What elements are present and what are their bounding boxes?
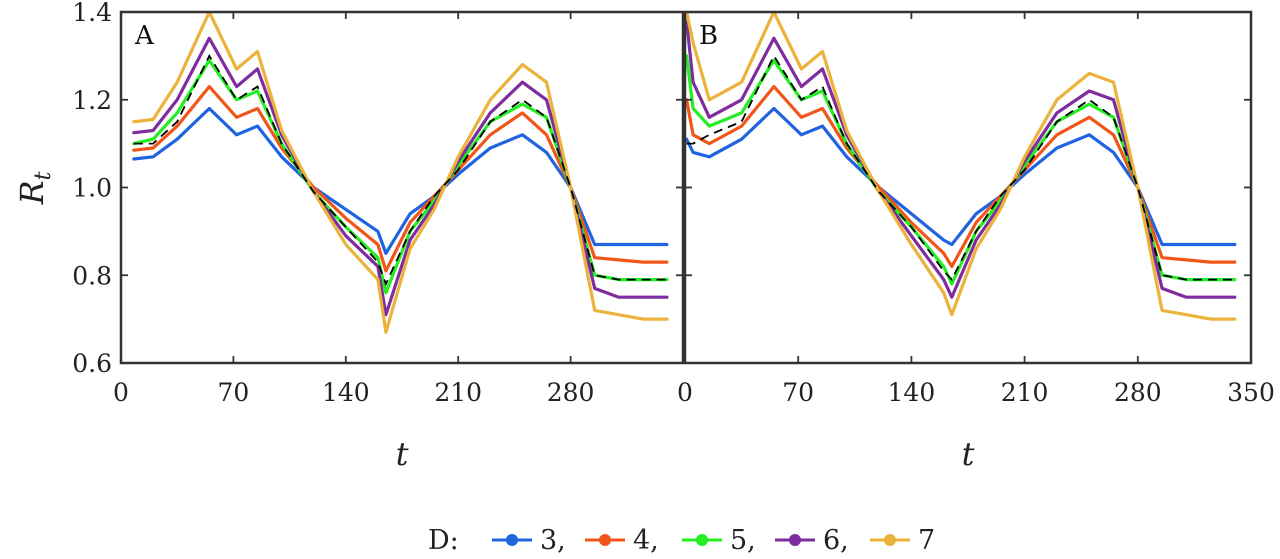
legend-item: 4,	[585, 525, 659, 556]
x-tick-label: 0	[113, 378, 129, 407]
reference-line	[686, 54, 1235, 282]
legend-marker	[789, 534, 801, 546]
y-tick-label: 0.8	[72, 261, 112, 290]
panel-label: A	[134, 21, 155, 51]
y-axis-label-main: R	[13, 180, 51, 205]
x-tick-label: 140	[888, 378, 936, 407]
legend-label: 5,	[730, 525, 756, 556]
legend-label: 4,	[633, 525, 659, 556]
x-tick-label: 350	[1227, 378, 1275, 407]
legend-label: 6,	[823, 525, 849, 556]
series-group	[132, 12, 669, 334]
x-tick-label: 70	[217, 378, 249, 407]
y-axis-label: Rt	[13, 171, 56, 205]
y-tick-label: 1.0	[72, 174, 112, 203]
legend-label: 3,	[540, 525, 566, 556]
x-tick-label: 140	[322, 378, 370, 407]
x-tick-label: 280	[547, 378, 595, 407]
y-tick-label: 1.4	[72, 0, 112, 27]
legend-marker	[599, 534, 611, 546]
panel-b: 0 70 140 210 280 350 Bt	[677, 10, 1275, 473]
series-line-6	[132, 36, 669, 317]
legend-label: 7	[918, 525, 935, 556]
y-tick-label: 0.6	[72, 349, 112, 378]
x-tick-label: 210	[1001, 378, 1049, 407]
legend-title: D:	[428, 525, 459, 556]
panel-label: B	[699, 21, 718, 51]
x-tick-label: 0	[677, 378, 693, 407]
legend-marker	[506, 534, 518, 546]
legend: D: 3, 4, 5, 6, 7	[428, 525, 935, 556]
series-line-7	[132, 12, 669, 334]
legend-item: 3,	[492, 525, 566, 556]
series-line-4	[132, 84, 669, 273]
legend-item: 5,	[682, 525, 756, 556]
legend-item: 7	[870, 525, 935, 556]
series-line-7	[685, 12, 1237, 321]
x-axis-label: t	[962, 435, 975, 473]
reference-line	[133, 54, 667, 287]
x-tick-label: 280	[1114, 378, 1162, 407]
series-group	[685, 12, 1237, 321]
x-axis-label: t	[396, 435, 409, 473]
x-tick-label: 70	[782, 378, 814, 407]
y-axis-label-sub: t	[31, 171, 56, 180]
legend-marker	[884, 534, 896, 546]
x-tick-label: 210	[434, 378, 482, 407]
legend-item: 6,	[775, 525, 849, 556]
y-tick-label: 1.2	[72, 86, 112, 115]
series-line-3	[132, 106, 669, 255]
legend-marker	[696, 534, 708, 546]
